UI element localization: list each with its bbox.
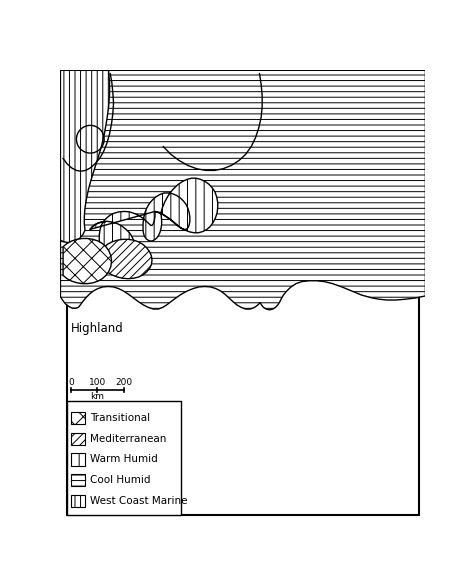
Polygon shape [98, 239, 152, 279]
Text: Highland: Highland [71, 322, 124, 335]
Bar [71, 495, 85, 507]
Bar [66, 401, 181, 515]
Polygon shape [63, 239, 111, 284]
Text: 0: 0 [68, 378, 74, 387]
Text: Mediterranean: Mediterranean [90, 434, 166, 444]
Text: West Coast Marine: West Coast Marine [90, 496, 187, 506]
Polygon shape [61, 70, 109, 243]
Text: 200: 200 [115, 378, 132, 387]
Bar [71, 412, 85, 424]
Polygon shape [61, 70, 425, 310]
Text: Transitional: Transitional [90, 413, 150, 423]
Bar [71, 474, 85, 486]
Text: Warm Humid: Warm Humid [90, 454, 157, 465]
Polygon shape [90, 178, 218, 266]
Bar [71, 454, 85, 466]
Text: 100: 100 [89, 378, 106, 387]
Bar [71, 432, 85, 445]
Text: km: km [91, 392, 104, 401]
Text: Cool Humid: Cool Humid [90, 475, 150, 485]
